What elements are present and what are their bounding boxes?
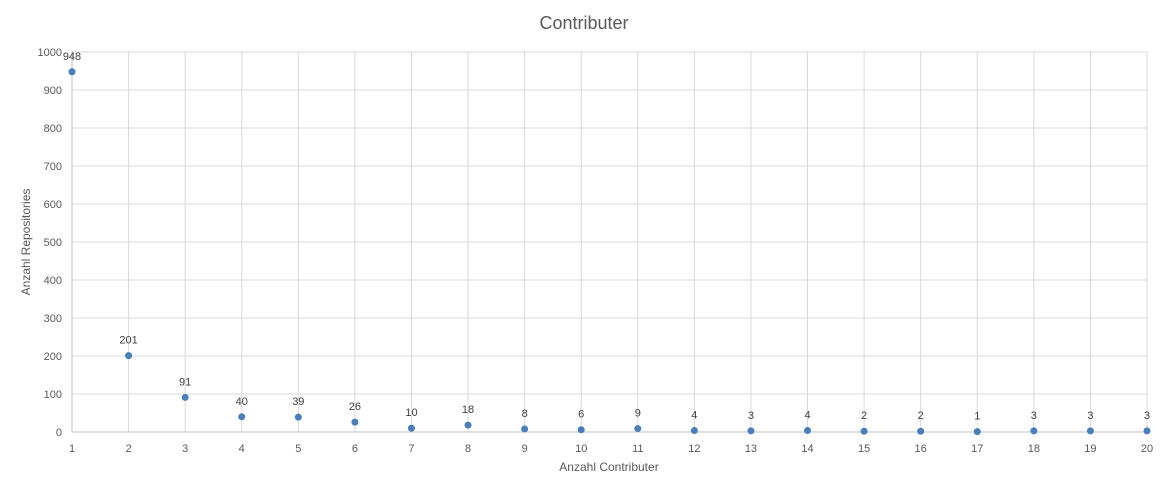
x-tick-label: 8 [465,443,471,455]
x-tick-label: 1 [69,443,75,455]
data-label: 91 [179,376,191,388]
x-tick-label: 19 [1084,443,1096,455]
y-tick-label: 800 [44,123,62,135]
x-tick-label: 4 [239,443,245,455]
x-tick-label: 20 [1141,443,1153,455]
x-tick-label: 2 [126,443,132,455]
data-label: 2 [918,410,924,422]
data-labels: 948 201 91 40 39 26 10 18 8 6 9 4 3 4 2 2 1 3 3 3 [63,51,1150,423]
x-tick-label: 5 [295,443,301,455]
data-point [351,418,359,426]
data-label: 39 [292,396,304,408]
x-axis-ticks: 1 2 3 4 5 6 7 8 9 10 11 12 13 14 15 16 17 18 19 20 [69,443,1153,455]
x-tick-label: 11 [632,443,643,455]
x-tick-label: 6 [352,443,358,455]
data-label: 3 [1144,410,1150,422]
data-point [804,426,812,434]
y-tick-label: 600 [44,199,62,211]
data-label: 2 [861,410,867,422]
y-tick-label: 900 [44,85,62,97]
data-point [125,352,133,360]
data-label: 3 [748,410,754,422]
chart-title: Contributer [539,13,628,33]
data-point [577,426,585,434]
data-point [1030,427,1038,435]
data-point [68,68,76,76]
data-point [521,425,529,433]
data-label: 948 [63,51,81,63]
x-tick-label: 10 [575,443,587,455]
data-point [1086,427,1094,435]
axes [71,52,1147,433]
x-tick-label: 17 [971,443,983,455]
data-point [407,424,415,432]
y-tick-label: 500 [44,237,62,249]
x-tick-label: 15 [858,443,870,455]
y-tick-label: 100 [44,389,62,401]
data-point [181,393,189,401]
x-tick-label: 14 [801,443,813,455]
gridlines [72,51,1148,432]
x-tick-label: 16 [915,443,927,455]
data-label: 6 [578,409,584,421]
y-tick-label: 1000 [38,47,62,59]
y-tick-label: 300 [44,313,62,325]
x-axis-label: Anzahl Contributer [559,460,658,474]
x-tick-label: 18 [1028,443,1040,455]
x-tick-label: 9 [522,443,528,455]
data-point [860,427,868,435]
x-tick-label: 7 [408,443,414,455]
data-label: 1 [974,411,980,423]
data-label: 3 [1087,410,1093,422]
data-point [747,427,755,435]
data-label: 40 [236,396,248,408]
data-point [238,413,246,421]
y-tick-label: 200 [44,351,62,363]
data-points [68,68,1151,436]
data-label: 201 [119,335,137,347]
data-point [634,425,642,433]
x-tick-label: 12 [688,443,700,455]
data-point [464,421,472,429]
x-tick-label: 3 [182,443,188,455]
y-tick-label: 400 [44,275,62,287]
data-point [690,426,698,434]
data-label: 4 [804,409,810,421]
data-label: 4 [691,409,697,421]
data-label: 9 [635,408,641,420]
data-point [294,413,302,421]
data-label: 8 [522,408,528,420]
y-tick-label: 700 [44,161,62,173]
y-axis-ticks: 0 100 200 300 400 500 600 700 800 900 1000 [38,47,62,439]
data-label: 18 [462,404,474,416]
x-tick-label: 13 [745,443,757,455]
data-point [917,427,925,435]
data-label: 3 [1031,410,1037,422]
y-axis-label: Anzahl Repositories [19,189,33,296]
data-label: 26 [349,401,361,413]
data-point [1143,427,1151,435]
y-tick-label: 0 [56,427,62,439]
data-label: 10 [405,407,417,419]
data-point [973,428,981,436]
